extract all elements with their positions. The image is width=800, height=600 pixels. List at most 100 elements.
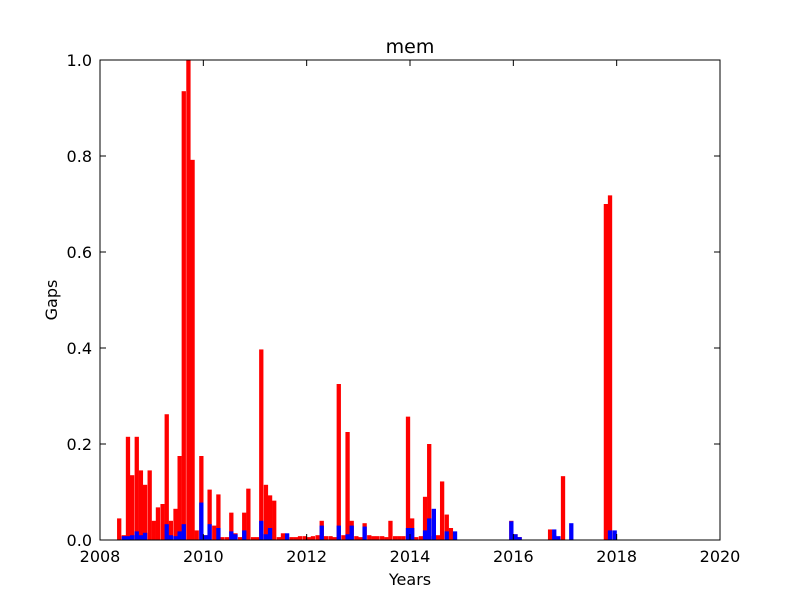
y-tick-label: 0.6 bbox=[67, 243, 92, 262]
red-bar bbox=[367, 535, 372, 540]
red-bar bbox=[225, 537, 230, 540]
red-bar bbox=[315, 535, 320, 540]
x-tick-label: 2020 bbox=[700, 547, 741, 566]
red-bar bbox=[276, 537, 281, 540]
blue-bar bbox=[284, 533, 290, 540]
blue-bar bbox=[267, 528, 273, 540]
red-bar bbox=[345, 432, 350, 540]
x-tick-label: 2018 bbox=[596, 547, 637, 566]
red-bar bbox=[310, 536, 316, 540]
red-bar bbox=[397, 536, 402, 540]
blue-bar bbox=[422, 530, 428, 540]
red-bar bbox=[297, 536, 303, 540]
red-bar bbox=[289, 537, 294, 540]
red-bar bbox=[302, 536, 307, 540]
red-bar bbox=[448, 528, 454, 540]
blue-bar bbox=[138, 535, 144, 540]
blue-bar bbox=[405, 528, 411, 540]
red-bar bbox=[444, 514, 449, 540]
red-bar bbox=[190, 159, 195, 540]
red-bar bbox=[164, 414, 169, 540]
red-bar bbox=[603, 204, 609, 540]
blue-bar bbox=[233, 534, 238, 540]
red-bar bbox=[354, 536, 359, 540]
y-tick-label: 0.0 bbox=[67, 531, 92, 550]
blue-bar bbox=[168, 535, 174, 540]
red-bar bbox=[147, 470, 152, 540]
x-axis-title: Years bbox=[388, 570, 431, 589]
ticks-layer: 2008 2010 2012 2014 2016 2018 2020 0.0 0.2 0.4 0.6… bbox=[67, 51, 741, 566]
blue-bar bbox=[207, 524, 212, 540]
x-tick-label: 2010 bbox=[183, 547, 224, 566]
x-tick-label: 2008 bbox=[80, 547, 121, 566]
red-bar bbox=[207, 489, 212, 540]
blue-bar bbox=[142, 532, 148, 540]
red-bar bbox=[267, 495, 273, 540]
red-bar bbox=[155, 507, 161, 540]
red-bar bbox=[216, 494, 221, 540]
blue-bar bbox=[336, 525, 341, 540]
red-bar bbox=[306, 537, 311, 540]
red-bar bbox=[134, 436, 139, 540]
blue-bar bbox=[121, 536, 126, 540]
red-bar bbox=[332, 537, 337, 540]
red-bar bbox=[151, 520, 156, 540]
blue-bar bbox=[319, 525, 324, 540]
red-bar bbox=[242, 512, 247, 540]
red-bar bbox=[177, 456, 182, 540]
red-bar bbox=[414, 537, 419, 540]
red-bar bbox=[199, 456, 204, 540]
blue-bar bbox=[427, 518, 432, 540]
red-bar bbox=[427, 444, 432, 540]
y-axis-title: Gaps bbox=[42, 280, 61, 321]
blue-bar bbox=[513, 534, 518, 540]
red-bar bbox=[560, 476, 566, 540]
blue-bar bbox=[345, 534, 350, 540]
blue-bar bbox=[452, 531, 458, 540]
red-bar bbox=[341, 535, 346, 540]
chart-title: mem bbox=[386, 36, 435, 58]
red-bar bbox=[388, 520, 393, 540]
red-bar bbox=[246, 488, 251, 540]
x-tick-label: 2014 bbox=[390, 547, 431, 566]
blue-bar bbox=[612, 530, 617, 540]
red-bar bbox=[160, 504, 165, 540]
red-bar bbox=[375, 536, 380, 540]
red-bar bbox=[212, 525, 217, 540]
blue-bar bbox=[569, 523, 574, 540]
blue-bar bbox=[410, 528, 415, 540]
blue-bar bbox=[199, 502, 204, 540]
blue-bar bbox=[431, 508, 436, 540]
blue-bar bbox=[444, 531, 449, 540]
blue-bar bbox=[263, 534, 269, 540]
red-bar bbox=[405, 416, 411, 540]
red-bar bbox=[194, 530, 199, 540]
blue-bar bbox=[216, 528, 221, 540]
blue-bar bbox=[607, 530, 613, 540]
red-bar bbox=[229, 512, 234, 540]
red-bar bbox=[439, 481, 445, 540]
red-bar bbox=[168, 520, 174, 540]
red-bar bbox=[125, 436, 131, 540]
red-bar bbox=[250, 537, 256, 540]
blue-bar bbox=[509, 521, 514, 540]
blue-bar bbox=[173, 536, 178, 540]
blue-bar bbox=[552, 529, 557, 540]
red-bar bbox=[272, 500, 277, 540]
blue-bar bbox=[203, 535, 208, 540]
red-bar bbox=[117, 518, 122, 540]
red-bar bbox=[336, 384, 341, 540]
blue-bar bbox=[556, 536, 561, 540]
red-bar bbox=[181, 91, 186, 540]
red-bar bbox=[259, 349, 264, 540]
red-bar bbox=[547, 529, 553, 540]
blue-bar bbox=[164, 524, 169, 540]
blue-bar bbox=[177, 531, 182, 540]
red-bar bbox=[142, 484, 148, 540]
blue-bar bbox=[517, 537, 522, 540]
x-tick-label: 2012 bbox=[286, 547, 327, 566]
red-bar bbox=[280, 533, 286, 540]
red-bar bbox=[220, 537, 225, 540]
blue-bar bbox=[242, 530, 247, 540]
